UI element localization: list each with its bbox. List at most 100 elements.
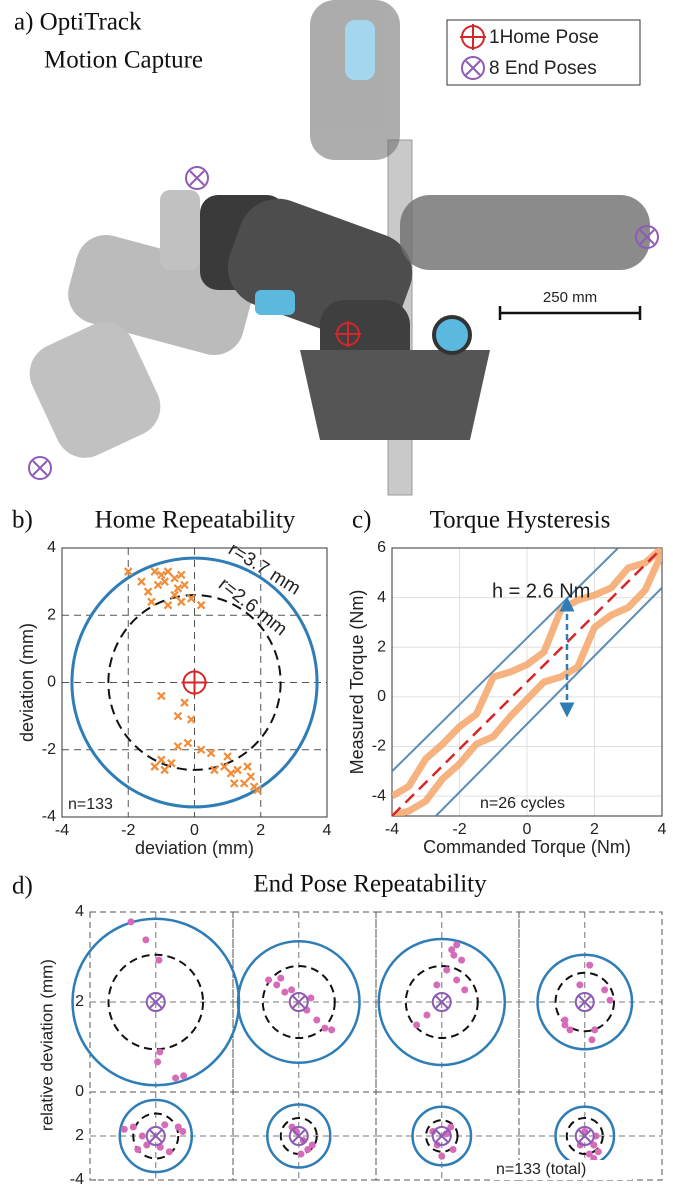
- y-tick-label: -4: [42, 808, 56, 825]
- y-axis-label: Measured Torque (Nm): [347, 590, 367, 775]
- point: [178, 598, 185, 605]
- y-tick-label: 2: [75, 993, 84, 1010]
- point: [180, 1072, 187, 1079]
- point: [461, 986, 468, 993]
- point: [265, 976, 272, 983]
- panel-label: c): [352, 507, 371, 534]
- point: [184, 740, 191, 747]
- point: [244, 763, 251, 770]
- point: [155, 581, 162, 588]
- point: [413, 1021, 420, 1028]
- y-tick-label: 4: [47, 539, 56, 556]
- y-tick-label: -4: [372, 787, 386, 804]
- point: [241, 780, 248, 787]
- annotation: h = 2.6 Nm: [492, 580, 590, 602]
- x-tick-label: 2: [590, 821, 599, 838]
- point: [247, 773, 254, 780]
- y-tick-label: 0: [377, 688, 386, 705]
- point: [234, 766, 241, 773]
- y-tick-label: -4: [70, 1171, 84, 1188]
- base: [300, 350, 490, 440]
- y-tick-label: 6: [377, 539, 386, 556]
- point: [138, 578, 145, 585]
- point: [450, 1146, 457, 1153]
- point: [601, 986, 608, 993]
- point: [181, 699, 188, 706]
- panel-a-title: Motion Capture: [44, 47, 203, 74]
- point: [423, 1012, 430, 1019]
- point: [158, 571, 165, 578]
- point: [586, 962, 593, 969]
- base-motor: [434, 317, 470, 353]
- point: [458, 957, 465, 964]
- point: [178, 571, 185, 578]
- y-axis-label: deviation (mm): [17, 623, 37, 742]
- point: [139, 1133, 146, 1140]
- chart-title: End Pose Repeatability: [253, 871, 487, 898]
- x-axis-label: Commanded Torque (Nm): [423, 837, 631, 857]
- point: [151, 568, 158, 575]
- home-target: [182, 670, 208, 696]
- panel-a-title: a) OptiTrack: [14, 9, 142, 36]
- point: [155, 957, 162, 964]
- point: [154, 1058, 161, 1065]
- x-tick-label: -2: [121, 822, 135, 839]
- point: [208, 750, 215, 757]
- point: [168, 760, 175, 767]
- point: [158, 756, 165, 763]
- y-tick-label: 2: [75, 1127, 84, 1144]
- x-tick-label: -4: [55, 822, 69, 839]
- point: [145, 588, 152, 595]
- point: [174, 585, 181, 592]
- point: [321, 1025, 328, 1032]
- point: [188, 716, 195, 723]
- y-tick-label: 4: [75, 903, 84, 920]
- x-tick-label: -4: [385, 821, 399, 838]
- point: [161, 766, 168, 773]
- point: [561, 1017, 568, 1024]
- annotation: n=133 (total): [496, 1161, 586, 1178]
- x-tick-label: 4: [323, 822, 332, 839]
- point: [231, 780, 238, 787]
- page: { "photo_panel": { "title_lines": ["a) O…: [0, 0, 673, 1188]
- point: [166, 1148, 173, 1155]
- point: [134, 1146, 141, 1153]
- y-tick-label: 2: [377, 638, 386, 655]
- point: [595, 1148, 602, 1155]
- y-tick-label: 0: [47, 674, 56, 691]
- legend-entry: 8 End Poses: [489, 58, 597, 79]
- point: [165, 602, 172, 609]
- x-tick-label: 4: [658, 821, 667, 838]
- point: [161, 1121, 168, 1128]
- point: [433, 981, 440, 988]
- arm-right: [400, 195, 650, 270]
- point: [174, 743, 181, 750]
- y-tick-label: -2: [372, 738, 386, 755]
- y-tick-label: 2: [47, 606, 56, 623]
- point: [158, 692, 165, 699]
- y-tick-label: -2: [42, 741, 56, 758]
- point: [227, 770, 234, 777]
- point: [309, 1142, 316, 1149]
- point: [288, 986, 295, 993]
- point: [277, 975, 284, 982]
- scale-bar-label: 250 mm: [543, 289, 597, 306]
- point: [313, 1017, 320, 1024]
- legend-entry: 1Home Pose: [489, 27, 599, 48]
- figure: a) OptiTrack Motion Capture 1Home Pose 8…: [0, 0, 673, 1188]
- point: [453, 941, 460, 948]
- point: [172, 1075, 179, 1082]
- point: [298, 1151, 305, 1158]
- point: [224, 753, 231, 760]
- x-tick-label: -2: [452, 821, 466, 838]
- annotation: n=133: [68, 796, 113, 813]
- point: [448, 946, 455, 953]
- point: [165, 568, 172, 575]
- point: [130, 1124, 137, 1131]
- scale-bar: [500, 306, 640, 320]
- point: [566, 1026, 573, 1033]
- point: [443, 967, 450, 974]
- point: [591, 1026, 598, 1033]
- point: [174, 713, 181, 720]
- annotation: n=26 cycles: [480, 795, 565, 812]
